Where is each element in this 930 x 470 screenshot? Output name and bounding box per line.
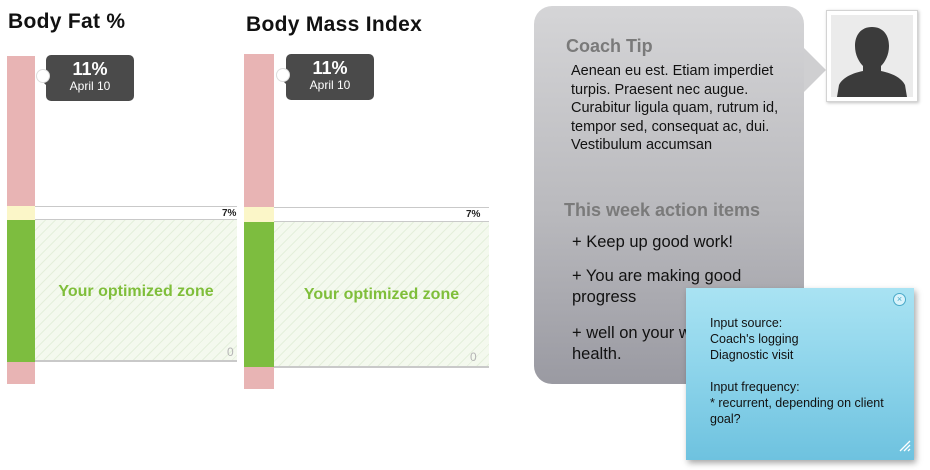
value-callout: 11% April 10 [36, 55, 134, 101]
resize-grip-icon[interactable] [897, 438, 911, 457]
gauge-green-bar [7, 220, 35, 362]
panel-title: Body Mass Index [246, 13, 423, 36]
user-silhouette-icon [831, 15, 913, 97]
panel-title: Body Fat % [8, 10, 126, 33]
gauge-body-fat: Your optimized zone 7% 0 11% April 10 [0, 0, 250, 400]
action-item: + You are making good progress [572, 267, 742, 306]
input-source-line: Diagnostic visit [710, 348, 794, 362]
sticky-note: × Input source: Coach's logging Diagnost… [686, 288, 914, 460]
gauge-top-line [35, 206, 237, 207]
zone-label: Your optimized zone [303, 286, 460, 303]
upper-limit-label: 7% [466, 209, 481, 220]
action-items-title: This week action items [564, 200, 761, 220]
upper-limit-label: 7% [222, 208, 237, 219]
close-icon[interactable]: × [893, 293, 906, 306]
zero-label: 0 [470, 350, 477, 364]
input-source-line: Coach's logging [710, 332, 799, 346]
gauge-yellow-band [244, 207, 274, 222]
coach-tip-text: Aenean eu est. Etiam imperdiet turpis. P… [571, 63, 779, 153]
bubble-tail [800, 44, 826, 96]
gauge-green-bar [244, 222, 274, 367]
input-source-label: Input source: [710, 316, 783, 330]
callout-knob[interactable] [36, 69, 50, 83]
value-callout: 11% April 10 [276, 54, 374, 100]
input-frequency-label: Input frequency: [710, 380, 800, 394]
gauge-top-line [274, 207, 489, 208]
input-frequency-text: * recurrent, depending on client goal? [710, 396, 884, 426]
callout-date: April 10 [69, 79, 111, 93]
gauge-bmi: Your optimized zone 7% 0 11% April 10 [0, 0, 500, 400]
optimized-zone: Your optimized zone [274, 221, 489, 368]
zone-label: Your optimized zone [58, 283, 214, 300]
coach-tip-title: Coach Tip [566, 36, 653, 56]
callout-date: April 10 [309, 78, 351, 92]
gauge-yellow-band [7, 206, 35, 220]
zero-label: 0 [227, 345, 234, 359]
optimized-zone: Your optimized zone [35, 219, 237, 362]
callout-value: 11% [312, 58, 348, 78]
coach-avatar [826, 10, 918, 102]
callout-knob[interactable] [276, 68, 290, 82]
action-item: + Keep up good work! [572, 233, 733, 251]
callout-value: 11% [72, 59, 108, 79]
